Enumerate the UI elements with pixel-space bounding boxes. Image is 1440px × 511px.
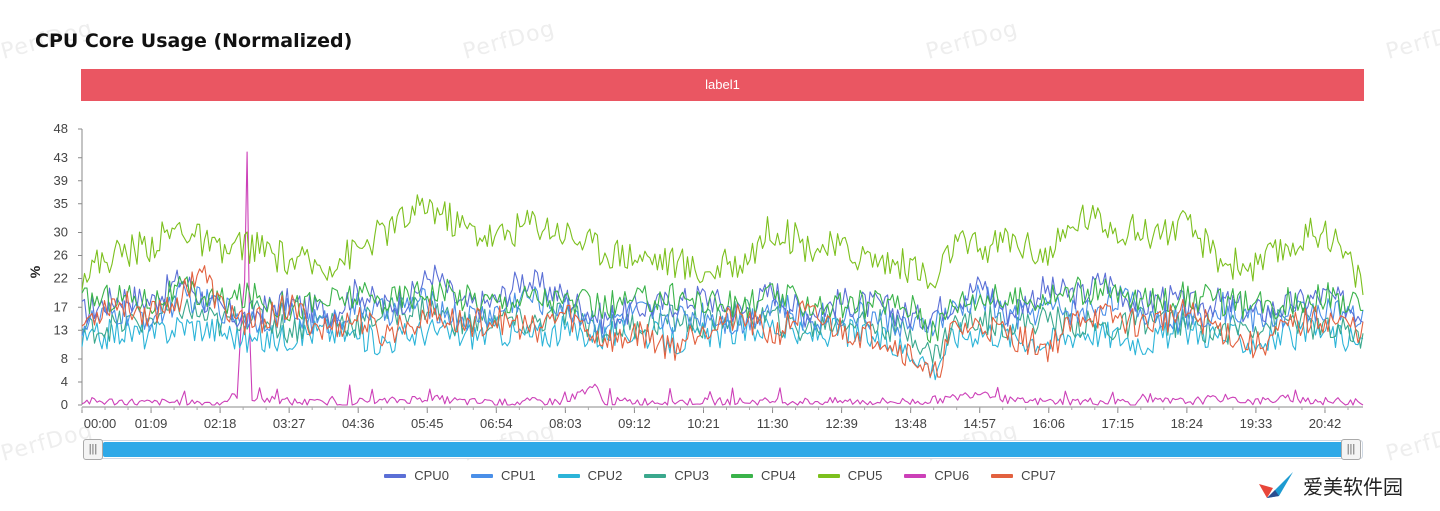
legend-swatch bbox=[731, 473, 753, 478]
legend-item-cpu3[interactable]: CPU3 bbox=[644, 468, 709, 483]
legend-label: CPU4 bbox=[761, 468, 796, 483]
legend-label: CPU5 bbox=[847, 468, 883, 483]
x-tick-label: 18:24 bbox=[1171, 416, 1204, 431]
legend-item-cpu7[interactable]: CPU7 bbox=[991, 468, 1056, 483]
legend-swatch bbox=[557, 473, 580, 478]
series-line-cpu1 bbox=[81, 281, 1364, 339]
legend-swatch bbox=[470, 473, 493, 478]
label-band[interactable]: label1 bbox=[81, 69, 1364, 101]
brand-logo: 爱美软件园 bbox=[1257, 470, 1403, 500]
legend-swatch bbox=[384, 473, 407, 478]
series-line-cpu4 bbox=[81, 275, 1364, 344]
y-tick-label: 4 bbox=[61, 374, 68, 389]
legend-label: CPU7 bbox=[1021, 468, 1056, 483]
series-line-cpu2 bbox=[81, 314, 1364, 381]
y-tick-label: 43 bbox=[54, 150, 68, 165]
legend-item-cpu1[interactable]: CPU1 bbox=[470, 468, 536, 483]
legend-label: CPU2 bbox=[587, 468, 623, 483]
legend-item-cpu6[interactable]: CPU6 bbox=[904, 468, 969, 483]
legend-label: CPU6 bbox=[934, 468, 970, 483]
x-tick-label: 20:42 bbox=[1309, 416, 1342, 431]
legend-item-cpu0[interactable]: CPU0 bbox=[384, 468, 449, 483]
legend-swatch bbox=[991, 473, 1014, 478]
legend-item-cpu4[interactable]: CPU4 bbox=[731, 468, 796, 483]
legend-swatch bbox=[644, 473, 667, 478]
brand-text: 爱美软件园 bbox=[1303, 474, 1403, 499]
zoom-slider-right-handle[interactable]: ||| bbox=[1341, 439, 1361, 460]
y-tick-label: 48 bbox=[54, 121, 68, 136]
zoom-slider-left-handle[interactable]: ||| bbox=[83, 439, 103, 460]
x-tick-label: 13:48 bbox=[894, 416, 927, 431]
legend: CPU0 CPU1 CPU2 CPU3 CPU4 CPU5 CPU6 CPU7 bbox=[0, 468, 1440, 483]
legend-label: CPU3 bbox=[674, 468, 709, 483]
y-tick-label: 26 bbox=[54, 248, 68, 263]
y-tick-label: 22 bbox=[54, 271, 68, 286]
x-tick-label: 17:15 bbox=[1102, 416, 1135, 431]
legend-swatch bbox=[817, 473, 840, 478]
x-tick-label: 05:45 bbox=[411, 416, 444, 431]
x-tick-label: 10:21 bbox=[687, 416, 720, 431]
y-tick-label: 13 bbox=[54, 322, 68, 337]
y-tick-label: 17 bbox=[54, 299, 68, 314]
x-tick-label: 19:33 bbox=[1240, 416, 1273, 431]
series-line-cpu6 bbox=[81, 151, 1364, 406]
x-tick-label: 11:30 bbox=[757, 416, 789, 431]
x-tick-label: 00:00 bbox=[84, 416, 117, 431]
y-tick-label: 8 bbox=[61, 351, 68, 366]
x-tick-label: 06:54 bbox=[480, 416, 513, 431]
series-line-cpu7 bbox=[81, 265, 1364, 378]
series-line-cpu5 bbox=[81, 194, 1364, 296]
y-tick-label: 30 bbox=[54, 225, 68, 240]
legend-label: CPU1 bbox=[500, 468, 536, 483]
y-tick-label: 0 bbox=[61, 397, 68, 412]
x-tick-label: 09:12 bbox=[618, 416, 651, 431]
legend-swatch bbox=[904, 473, 927, 478]
x-tick-label: 02:18 bbox=[204, 416, 237, 431]
y-axis-label: % bbox=[27, 265, 43, 278]
legend-item-cpu5[interactable]: CPU5 bbox=[817, 468, 883, 483]
x-tick-label: 12:39 bbox=[825, 416, 858, 431]
legend-label: CPU0 bbox=[414, 468, 449, 483]
zoom-slider-range[interactable] bbox=[103, 442, 1343, 457]
x-tick-label: 08:03 bbox=[549, 416, 582, 431]
x-tick-label: 04:36 bbox=[342, 416, 375, 431]
x-tick-label: 14:57 bbox=[963, 416, 996, 431]
x-tick-label: 01:09 bbox=[135, 416, 168, 431]
chart-title: CPU Core Usage (Normalized) bbox=[35, 30, 353, 52]
x-tick-label: 16:06 bbox=[1032, 416, 1065, 431]
y-tick-label: 35 bbox=[54, 196, 68, 211]
series-layer bbox=[81, 151, 1364, 406]
brand-mark-icon bbox=[1259, 472, 1293, 498]
x-tick-label: 03:27 bbox=[273, 416, 306, 431]
x-axis: 00:00 01:09 02:18 03:27 04:36 05:45 06:54 08:03… bbox=[81, 406, 1363, 431]
legend-item-cpu2[interactable]: CPU2 bbox=[557, 468, 623, 483]
y-tick-label: 39 bbox=[54, 173, 68, 188]
